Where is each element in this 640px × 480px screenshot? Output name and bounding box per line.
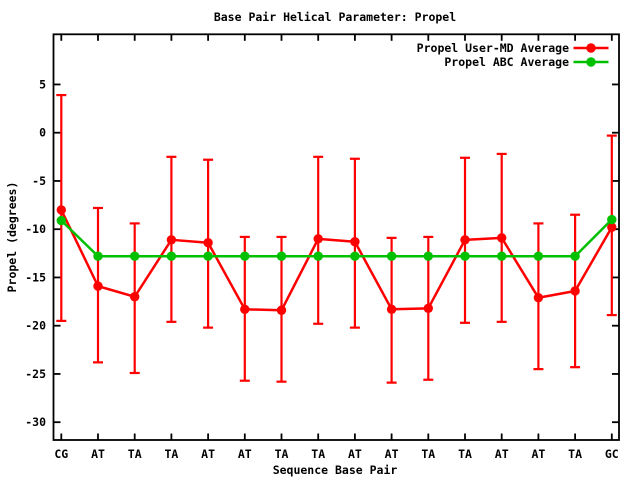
data-point-marker bbox=[240, 304, 250, 314]
chart-title: Base Pair Helical Parameter: Propel bbox=[214, 10, 456, 24]
x-axis-tick-labels: CG AT TA TA AT AT TA TA AT AT TA TA AT AT TA GC bbox=[54, 447, 618, 461]
data-point-marker bbox=[166, 251, 177, 261]
data-point-marker bbox=[93, 251, 103, 261]
x-tick-label: AT bbox=[91, 447, 105, 461]
y-tick-label: -5 bbox=[32, 174, 46, 188]
plot-border bbox=[52, 33, 620, 441]
data-point-marker bbox=[607, 214, 617, 225]
data-point-marker bbox=[497, 233, 507, 243]
data-point-marker bbox=[386, 251, 397, 261]
data-point-marker bbox=[276, 251, 287, 261]
y-tick-label: -30 bbox=[25, 415, 46, 429]
data-point-marker bbox=[570, 251, 580, 261]
legend-label: Propel User-MD Average bbox=[417, 41, 569, 55]
x-tick-label: CG bbox=[54, 447, 68, 461]
series-abc bbox=[56, 214, 617, 261]
data-point-marker bbox=[423, 303, 433, 314]
data-point-marker bbox=[533, 251, 544, 261]
data-point-marker bbox=[570, 286, 580, 296]
series-user-md bbox=[56, 93, 617, 384]
x-tick-label: TA bbox=[421, 447, 435, 461]
y-tick-label: 5 bbox=[39, 77, 46, 91]
data-point-marker bbox=[276, 305, 287, 315]
error-bars bbox=[56, 93, 617, 384]
data-point-marker bbox=[56, 205, 66, 215]
data-point-marker bbox=[533, 293, 544, 303]
x-tick-label: AT bbox=[201, 447, 215, 461]
data-point-marker bbox=[240, 251, 250, 261]
x-tick-label: AT bbox=[531, 447, 545, 461]
x-tick-label: AT bbox=[495, 447, 509, 461]
legend-marker-icon bbox=[586, 57, 596, 67]
data-point-marker bbox=[423, 251, 433, 261]
x-axis-title: Sequence Base Pair bbox=[273, 463, 398, 477]
data-point-marker bbox=[203, 251, 213, 261]
data-point-marker bbox=[460, 251, 470, 261]
x-tick-label: TA bbox=[275, 447, 289, 461]
data-point-marker bbox=[166, 235, 177, 245]
data-point-marker bbox=[350, 237, 360, 247]
legend-marker-icon bbox=[586, 43, 596, 53]
data-point-marker bbox=[93, 281, 103, 291]
data-point-marker bbox=[460, 235, 470, 245]
data-point-marker bbox=[313, 234, 323, 244]
y-tick-label: 0 bbox=[39, 126, 46, 140]
y-tick-label: -25 bbox=[25, 367, 46, 381]
data-point-marker bbox=[497, 251, 507, 261]
legend-label: Propel ABC Average bbox=[444, 55, 569, 69]
data-point-marker bbox=[350, 251, 360, 261]
y-tick-label: -15 bbox=[25, 270, 46, 284]
plot-area: 5 0 -5 -10 -15 -20 -25 -30 CG AT TA TA AT AT TA TA AT AT T… bbox=[25, 33, 620, 461]
y-axis-title: Propel (degrees) bbox=[5, 182, 19, 293]
data-point-marker bbox=[386, 304, 397, 314]
y-tick-label: -10 bbox=[25, 222, 46, 236]
x-tick-label: AT bbox=[348, 447, 362, 461]
y-axis-tick-labels: 5 0 -5 -10 -15 -20 -25 -30 bbox=[25, 77, 46, 429]
data-point-marker bbox=[56, 215, 66, 226]
series-line bbox=[60, 209, 613, 312]
data-point-marker bbox=[313, 251, 323, 261]
x-tick-label: TA bbox=[568, 447, 582, 461]
data-point-marker bbox=[130, 251, 140, 261]
y-axis-ticks bbox=[53, 83, 619, 424]
x-axis-ticks bbox=[60, 34, 613, 440]
x-tick-label: AT bbox=[238, 447, 252, 461]
y-tick-label: -20 bbox=[25, 319, 46, 333]
x-tick-label: TA bbox=[458, 447, 472, 461]
x-tick-label: TA bbox=[164, 447, 178, 461]
data-point-marker bbox=[607, 222, 617, 232]
data-point-marker bbox=[130, 292, 140, 302]
x-tick-label: TA bbox=[128, 447, 142, 461]
data-point-marker bbox=[203, 238, 213, 248]
x-tick-label: AT bbox=[385, 447, 399, 461]
series-line bbox=[60, 218, 613, 258]
x-tick-label: GC bbox=[605, 447, 619, 461]
x-tick-label: TA bbox=[311, 447, 325, 461]
